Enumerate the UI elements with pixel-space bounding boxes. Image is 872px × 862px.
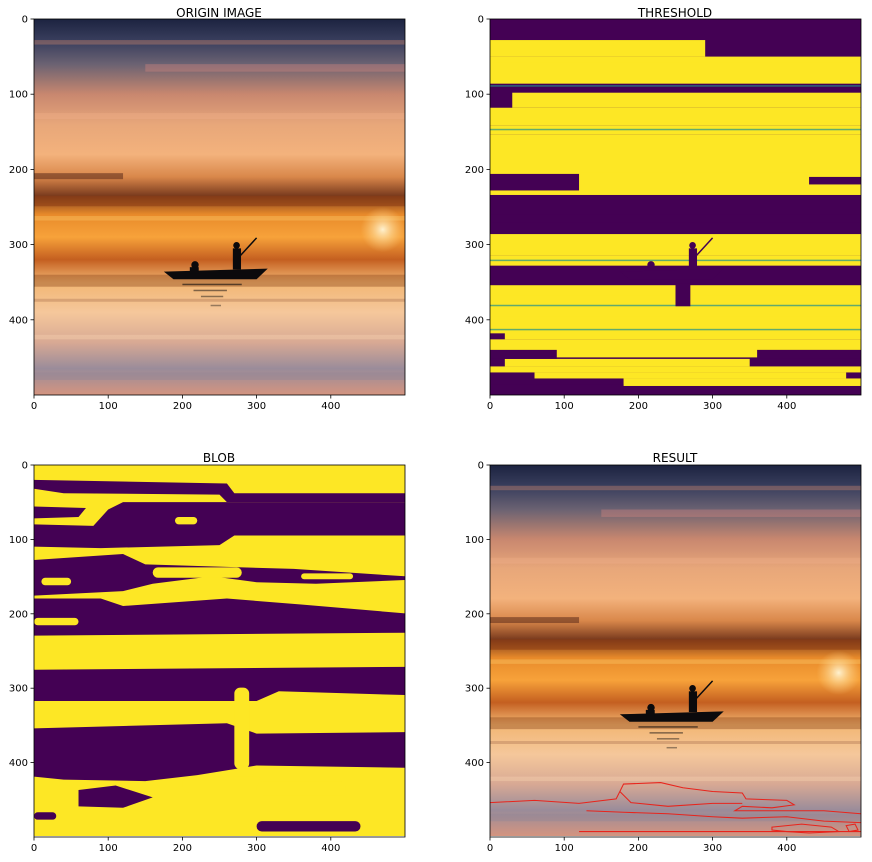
axes-frame (489, 18, 862, 396)
y-tick-label: 300 (9, 684, 28, 695)
y-tick-label: 100 (9, 535, 28, 546)
panel-title-result: RESULT (653, 451, 698, 465)
x-tick-label: 0 (31, 843, 37, 854)
x-tick-label: 0 (31, 401, 37, 412)
x-tick-label: 400 (777, 401, 796, 412)
y-tick-label: 400 (9, 315, 28, 326)
x-tick-label: 400 (777, 843, 796, 854)
x-tick-label: 100 (99, 843, 118, 854)
y-tick-label: 400 (9, 758, 28, 769)
panel-origin: ORIGIN IMAGE (33, 6, 406, 396)
y-tick-label: 0 (478, 15, 484, 26)
y-tick-label: 100 (465, 535, 484, 546)
x-tick-label: 100 (555, 401, 574, 412)
panel-blob: BLOB (33, 451, 406, 838)
x-tick-label: 0 (487, 401, 493, 412)
axes-frame (33, 464, 406, 838)
y-tick-label: 300 (465, 684, 484, 695)
axes-frame (33, 18, 406, 396)
axes-frame (489, 464, 862, 838)
y-tick-label: 200 (9, 609, 28, 620)
y-tick-label: 0 (22, 461, 28, 472)
y-tick-label: 0 (478, 461, 484, 472)
panel-title-origin: ORIGIN IMAGE (176, 6, 262, 20)
panel-title-blob: BLOB (203, 451, 235, 465)
threshold-image (490, 19, 861, 395)
axis-ticks: 0 100 200 300 400 0 100 200 300 400 0 100 200 300 400 0… (9, 15, 796, 855)
y-tick-label: 300 (9, 240, 28, 251)
panel-threshold: THRESHOLD (489, 6, 862, 396)
blob-image (34, 465, 405, 836)
result-image (489, 465, 862, 836)
x-tick-label: 0 (487, 843, 493, 854)
y-tick-label: 200 (465, 165, 484, 176)
x-tick-label: 300 (247, 401, 266, 412)
x-tick-label: 200 (629, 843, 648, 854)
x-tick-label: 300 (703, 843, 722, 854)
x-tick-label: 100 (555, 843, 574, 854)
y-tick-label: 100 (465, 90, 484, 101)
panel-title-threshold: THRESHOLD (637, 6, 712, 20)
y-tick-label: 200 (9, 165, 28, 176)
origin-image (34, 19, 405, 395)
y-tick-label: 100 (9, 90, 28, 101)
x-tick-label: 400 (321, 401, 340, 412)
y-tick-label: 0 (22, 15, 28, 26)
contour-lines (489, 782, 862, 834)
x-tick-label: 300 (247, 843, 266, 854)
y-tick-label: 400 (465, 315, 484, 326)
x-tick-label: 200 (629, 401, 648, 412)
x-tick-label: 200 (173, 843, 192, 854)
y-tick-label: 200 (465, 609, 484, 620)
x-tick-label: 300 (703, 401, 722, 412)
panel-result: RESULT (489, 451, 862, 838)
y-tick-label: 300 (465, 240, 484, 251)
x-tick-label: 400 (321, 843, 340, 854)
y-tick-label: 400 (465, 758, 484, 769)
x-tick-label: 100 (99, 401, 118, 412)
x-tick-label: 200 (173, 401, 192, 412)
